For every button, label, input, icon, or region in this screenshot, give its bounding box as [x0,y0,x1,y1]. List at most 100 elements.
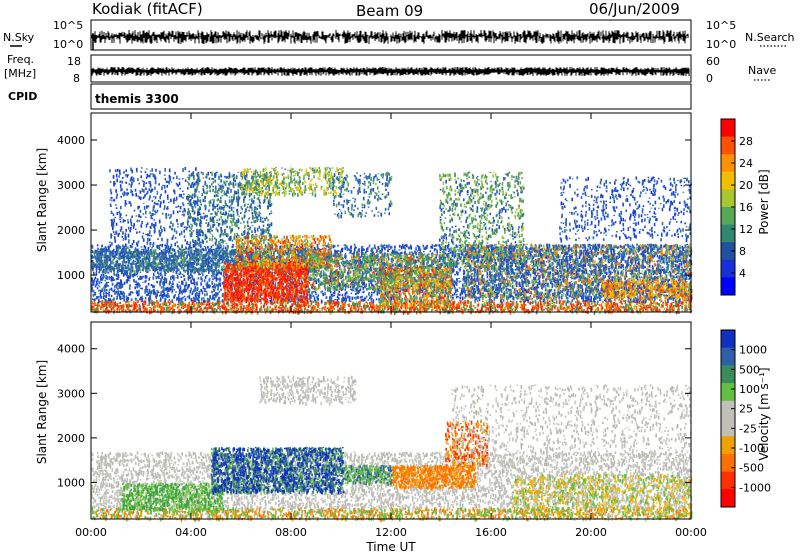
power-y-ticks: 4000 3000 2000 1000 [57,134,691,282]
power-mid-band [308,252,453,293]
colorbar-swatch [721,330,735,349]
y-tick-label: 3000 [57,179,85,192]
freq-tick-bottom: 8 [73,72,80,85]
power-arc-rise [187,171,272,246]
y-tick-label: 1000 [57,269,85,282]
colorbar-tick-label: 25 [739,403,753,416]
nsearch-tick-bottom: 10^0 [706,38,736,51]
colorbar-swatch [721,154,735,173]
colorbar-swatch [721,453,735,473]
cpid-strip: CPID themis 3300 [8,83,692,110]
velocity-grey-high [259,375,357,406]
velocity-near-range-band [91,507,693,522]
nave-tick-bottom: 0 [706,72,713,85]
power-late-orange [602,279,692,302]
colorbar-tick-label: 1000 [739,344,767,357]
y-tick-label: 3000 [57,387,85,400]
power-high-mid [332,172,392,218]
colorbar-tick-label: -100 [739,442,764,455]
colorbar-swatch [721,277,735,296]
nsearch-label: N.Search [745,31,795,44]
colorbar-swatch [721,259,735,278]
power-noon-band [379,266,453,310]
power-afternoon-arc [439,171,525,269]
power-green-high [241,167,345,197]
velocity-near-range-band [95,507,693,522]
colorbar-tick-label: 12 [739,223,753,236]
colorbar-swatch [721,189,735,208]
velocity-grey-evening [451,384,691,455]
power-red-upper [235,234,333,270]
power-band-early [91,248,321,274]
x-tick-label: 16:00 [475,526,507,539]
freq-noise-path [91,67,690,76]
nsky-label: N.Sky [3,31,35,44]
power-evening-band [463,243,693,301]
station-title: Kodiak (fitACF) [92,0,203,18]
velocity-colorbar: 1000 500 100 25 -25 -100 -500 -1000 [720,329,771,508]
power-afternoon-arc [439,171,525,268]
power-noon-band [379,266,452,310]
y-tick-label: 4000 [57,134,85,147]
velocity-blue-green-core [212,446,345,495]
colorbar-tick-label: 8 [739,245,746,258]
velocity-green-mid [343,464,393,485]
velocity-evening-band [513,473,692,517]
nave-tick-top: 60 [706,55,720,68]
colorbar-swatch [721,365,735,384]
colorbar-swatch [721,489,735,508]
colorbar-swatch [721,171,735,190]
colorbar-swatch [721,418,735,437]
velocity-green-early [121,482,225,512]
colorbar-tick-label: -1000 [739,481,771,494]
colorbar-tick-label: 16 [739,201,753,214]
y-tick-label: 2000 [57,432,85,445]
colorbar-swatch [721,383,735,402]
power-afternoon-arc [439,171,525,268]
power-panel: 4000 3000 2000 1000 Slant Range [km] 28 24 20… [35,112,771,315]
velocity-orange-rise [445,421,489,468]
freq-unit-label: [MHz] [4,67,36,80]
x-tick-label: 00:00 [675,526,707,539]
y-tick-label: 4000 [57,343,85,356]
velocity-grey-scatter [91,451,692,511]
velocity-orange-core [391,464,477,491]
freq-strip: 18 8 60 0 Freq. [MHz] Nave [4,53,776,85]
date-title: 06/Jun/2009 [589,0,680,18]
freq-trace [91,67,690,76]
nsky-noise-path [91,30,690,44]
x-tick-label: 12:00 [375,526,407,539]
power-red-upper [236,234,331,269]
velocity-grey-evening [453,384,692,454]
velocity-orange-rise [445,420,489,467]
power-mid-early [109,167,201,248]
x-tick-label: 04:00 [175,526,207,539]
power-mid-band [307,252,453,292]
nsky-tick-top: 10^5 [53,19,83,32]
colorbar-swatch [721,136,735,155]
power-mid-early [110,167,201,246]
power-band-early [92,248,321,275]
cpid-label: CPID [8,90,37,103]
power-mid-early [109,168,200,247]
power-green-high [242,167,345,198]
colorbar-tick-label: 4 [739,267,746,280]
x-tick-label: 20:00 [575,526,607,539]
power-red-core [223,261,309,304]
velocity-orange-rise [446,420,489,469]
freq-tick-top: 18 [67,55,81,68]
time-axis-ticks: 00:00 04:00 08:00 12:00 16:00 20:00 00:00 [75,113,707,539]
power-y-axis-label: Slant Range [km] [35,148,49,252]
colorbar-tick-label: 20 [739,179,753,192]
x-tick-label: 00:00 [75,526,107,539]
colorbar-swatch [721,224,735,243]
nsearch-tick-top: 10^5 [706,19,736,32]
velocity-blue-green-core [211,446,344,495]
velocity-green-mid [344,464,392,485]
colorbar-tick-label: 28 [739,135,753,148]
nsky-tick-bottom: 10^0 [53,38,83,51]
colorbar-tick-label: -500 [739,462,764,475]
colorbar-swatch [721,347,735,366]
colorbar-swatch [721,400,735,419]
